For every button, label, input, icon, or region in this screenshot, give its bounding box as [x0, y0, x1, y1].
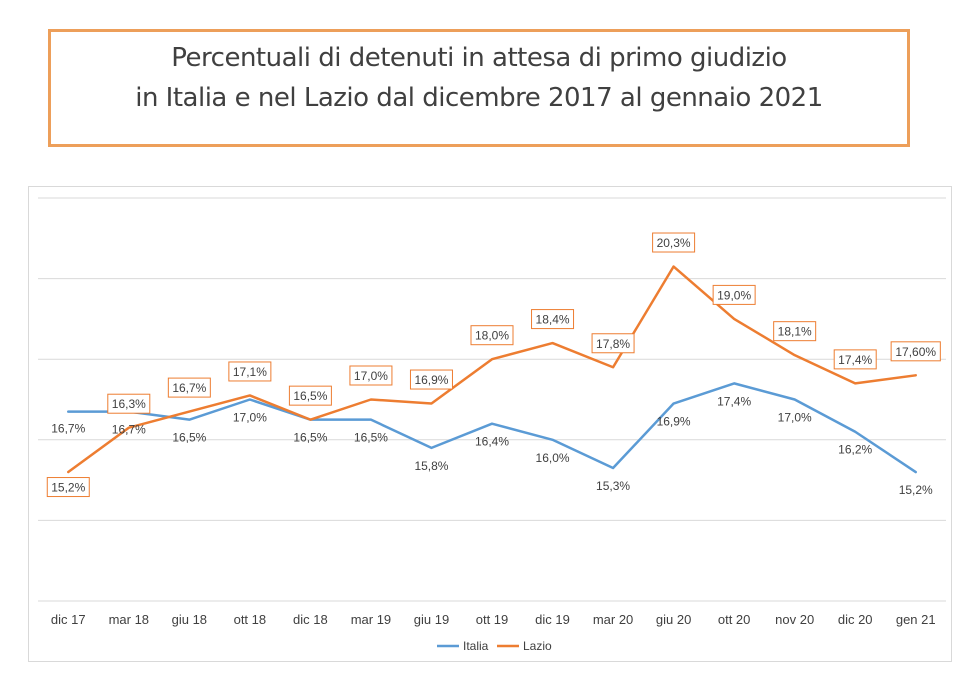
data-label-box-lazio	[470, 325, 514, 346]
legend-label-italia: Italia	[463, 639, 489, 653]
data-label-italia: 16,7%	[112, 423, 146, 437]
x-tick-label: dic 19	[535, 612, 570, 627]
data-label-box-lazio	[228, 361, 272, 382]
data-label-box-lazio	[591, 333, 635, 354]
series-line-italia	[67, 382, 917, 474]
data-label-italia: 16,5%	[172, 431, 206, 445]
data-label-box-lazio	[652, 232, 696, 253]
data-label-box-lazio	[349, 365, 393, 386]
chart-title-line-2: in Italia e nel Lazio dal dicembre 2017 …	[135, 83, 823, 113]
data-label-italia: 16,5%	[293, 431, 327, 445]
data-label-italia: 16,2%	[838, 443, 872, 457]
data-label-box-lazio	[288, 385, 332, 406]
data-label-lazio: 16,7%	[172, 381, 206, 395]
data-label-lazio: 17,1%	[233, 365, 267, 379]
data-label-box-lazio	[409, 369, 453, 390]
data-label-box-lazio	[167, 377, 211, 398]
data-label-italia: 17,0%	[233, 411, 267, 425]
x-tick-label: giu 18	[172, 612, 207, 627]
data-label-lazio: 18,1%	[778, 325, 812, 339]
data-label-box-lazio	[833, 349, 877, 370]
data-label-lazio: 17,60%	[895, 345, 936, 359]
data-label-italia: 15,8%	[414, 459, 448, 473]
chart-title-line-1: Percentuali di detenuti in attesa di pri…	[171, 43, 787, 73]
data-label-lazio: 20,3%	[657, 236, 691, 250]
data-label-italia: 16,0%	[536, 451, 570, 465]
legend-label-lazio: Lazio	[523, 639, 552, 653]
data-label-lazio: 16,9%	[414, 373, 448, 387]
data-label-box-lazio	[890, 341, 941, 362]
x-tick-label: ott 18	[234, 612, 267, 627]
x-tick-label: mar 19	[351, 612, 391, 627]
data-label-box-lazio	[773, 321, 817, 342]
data-label-italia: 16,7%	[51, 422, 85, 436]
x-tick-label: mar 18	[109, 612, 149, 627]
data-label-lazio: 17,8%	[596, 337, 630, 351]
x-tick-label: nov 20	[775, 612, 814, 627]
data-label-italia: 16,9%	[657, 415, 691, 429]
x-tick-label: giu 20	[656, 612, 691, 627]
chart-title-box: Percentuali di detenuti in attesa di pri…	[48, 29, 910, 147]
data-label-lazio: 15,2%	[51, 481, 85, 495]
data-label-italia: 17,0%	[778, 411, 812, 425]
data-label-italia: 16,4%	[475, 435, 509, 449]
x-tick-label: giu 19	[414, 612, 449, 627]
x-tick-label: dic 18	[293, 612, 328, 627]
data-label-lazio: 19,0%	[717, 288, 751, 302]
data-label-lazio: 16,3%	[112, 397, 146, 411]
data-label-box-lazio	[107, 393, 151, 414]
data-label-italia: 16,5%	[354, 431, 388, 445]
data-label-lazio: 18,4%	[536, 313, 570, 327]
x-tick-label: mar 20	[593, 612, 633, 627]
data-label-lazio: 17,4%	[838, 353, 872, 367]
data-label-italia: 17,4%	[717, 394, 751, 408]
data-label-lazio: 16,5%	[293, 389, 327, 403]
data-label-italia: 15,3%	[596, 479, 630, 493]
x-tick-label: ott 19	[476, 612, 509, 627]
x-tick-label: ott 20	[718, 612, 751, 627]
data-label-box-lazio	[531, 309, 575, 330]
data-label-box-lazio	[46, 477, 90, 498]
series-line-lazio	[67, 265, 917, 474]
data-label-lazio: 18,0%	[475, 329, 509, 343]
x-tick-label: dic 17	[51, 612, 86, 627]
data-label-box-lazio	[712, 284, 756, 305]
x-tick-label: dic 20	[838, 612, 873, 627]
data-label-italia: 15,2%	[899, 483, 933, 497]
data-label-lazio: 17,0%	[354, 369, 388, 383]
x-tick-label: gen 21	[896, 612, 936, 627]
